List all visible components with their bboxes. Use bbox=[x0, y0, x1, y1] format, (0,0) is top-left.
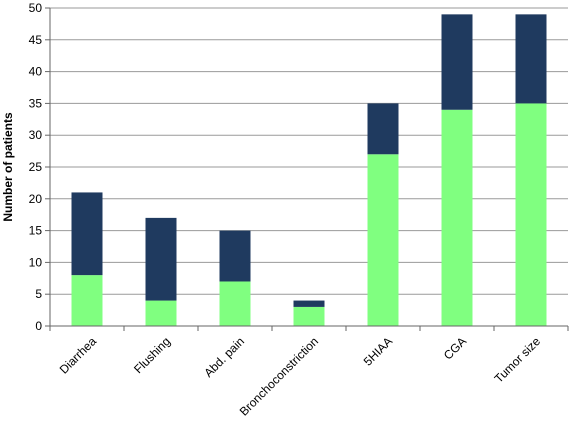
bar-segment-series-2 bbox=[515, 14, 547, 104]
bar-segment-series-2 bbox=[367, 103, 399, 155]
bar-segment-series-1 bbox=[293, 306, 325, 326]
y-tick-label: 10 bbox=[29, 255, 43, 269]
gridlines bbox=[45, 7, 568, 327]
bar-segment-series-1 bbox=[441, 109, 473, 326]
y-tick-label: 20 bbox=[29, 192, 43, 206]
bar-segment-series-2 bbox=[219, 230, 251, 282]
x-category-label: Flushing bbox=[131, 334, 173, 376]
x-category-label: Abd. pain bbox=[201, 334, 247, 380]
bar-segment-series-1 bbox=[219, 281, 251, 326]
x-category-labels: Diarrhea Flushing Abd. painBronchoconstric… bbox=[57, 334, 544, 419]
bar-segment-series-1 bbox=[71, 275, 103, 326]
y-tick-label: 40 bbox=[29, 65, 43, 79]
y-tick-label: 35 bbox=[29, 96, 43, 110]
y-tick-label: 0 bbox=[35, 319, 42, 333]
bar-segment-series-1 bbox=[145, 300, 177, 326]
x-category-label: CGA bbox=[441, 334, 469, 362]
y-tick-label: 5 bbox=[35, 287, 42, 301]
axes bbox=[49, 8, 569, 331]
y-axis-title: Number of patients bbox=[1, 112, 15, 222]
bar-segment-series-1 bbox=[367, 154, 399, 326]
x-category-label: Diarrhea bbox=[57, 334, 100, 377]
bar-segment-series-2 bbox=[145, 217, 177, 301]
bar-segment-series-2 bbox=[71, 192, 103, 276]
y-tick-labels: 0 5 10 15 20 25 30 35 40 45 50 bbox=[29, 1, 43, 333]
bar-segment-series-2 bbox=[293, 300, 325, 307]
y-tick-label: 30 bbox=[29, 128, 43, 142]
y-tick-label: 45 bbox=[29, 33, 43, 47]
x-category-label: 5HIAA bbox=[361, 334, 395, 368]
bar-segment-series-1 bbox=[515, 103, 547, 327]
y-tick-label: 50 bbox=[29, 1, 43, 15]
bars bbox=[71, 14, 547, 327]
x-category-label: Tumor size bbox=[492, 334, 544, 386]
y-tick-label: 25 bbox=[29, 160, 43, 174]
bar-segment-series-2 bbox=[441, 14, 473, 110]
x-category-label: Bronchoconstriction bbox=[237, 334, 321, 418]
y-tick-label: 15 bbox=[29, 224, 43, 238]
